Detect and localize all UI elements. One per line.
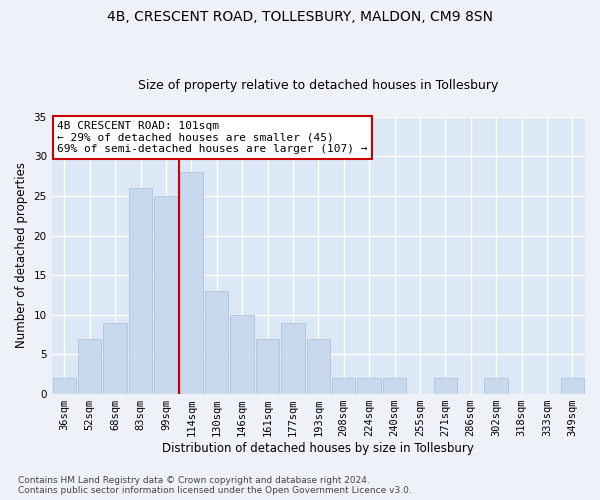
Y-axis label: Number of detached properties: Number of detached properties — [15, 162, 28, 348]
Bar — [53, 378, 76, 394]
Bar — [332, 378, 355, 394]
Title: Size of property relative to detached houses in Tollesbury: Size of property relative to detached ho… — [138, 79, 499, 92]
Bar — [560, 378, 584, 394]
X-axis label: Distribution of detached houses by size in Tollesbury: Distribution of detached houses by size … — [163, 442, 474, 455]
Text: 4B CRESCENT ROAD: 101sqm
← 29% of detached houses are smaller (45)
69% of semi-d: 4B CRESCENT ROAD: 101sqm ← 29% of detach… — [57, 121, 367, 154]
Bar — [484, 378, 508, 394]
Bar — [256, 338, 279, 394]
Text: Contains HM Land Registry data © Crown copyright and database right 2024.
Contai: Contains HM Land Registry data © Crown c… — [18, 476, 412, 495]
Bar — [78, 338, 101, 394]
Bar — [434, 378, 457, 394]
Bar — [179, 172, 203, 394]
Bar — [307, 338, 330, 394]
Bar — [358, 378, 381, 394]
Bar — [281, 323, 305, 394]
Bar — [230, 315, 254, 394]
Bar — [383, 378, 406, 394]
Text: 4B, CRESCENT ROAD, TOLLESBURY, MALDON, CM9 8SN: 4B, CRESCENT ROAD, TOLLESBURY, MALDON, C… — [107, 10, 493, 24]
Bar — [103, 323, 127, 394]
Bar — [154, 196, 178, 394]
Bar — [129, 188, 152, 394]
Bar — [205, 291, 229, 394]
